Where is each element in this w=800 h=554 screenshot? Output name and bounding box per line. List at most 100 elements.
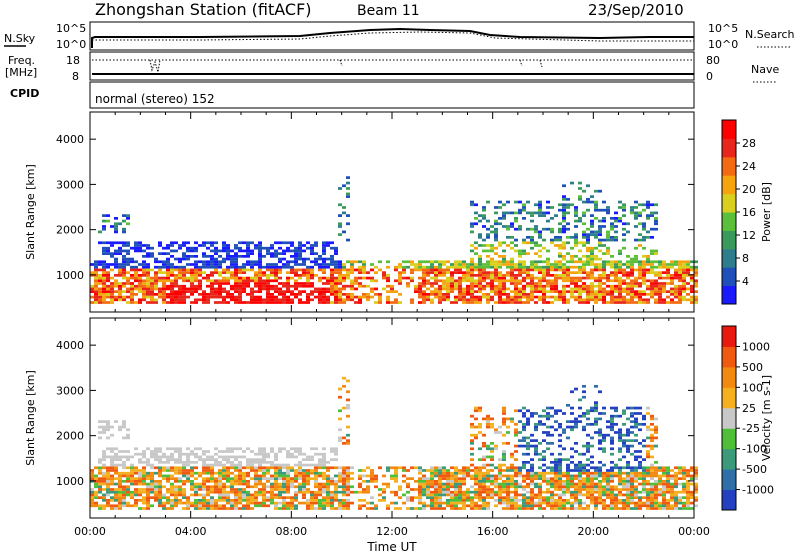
heatmap-cell (126, 471, 130, 475)
heatmap-cell (494, 279, 498, 283)
heatmap-cell (506, 298, 510, 302)
heatmap-cell (330, 279, 334, 283)
heatmap-cell (214, 452, 218, 456)
heatmap-cell (410, 271, 414, 274)
heatmap-cell (482, 498, 486, 502)
heatmap-cell (394, 301, 398, 304)
heatmap-cell (306, 482, 310, 486)
heatmap-cell (422, 298, 426, 302)
heatmap-cell (586, 227, 590, 231)
heatmap-cell (154, 455, 158, 459)
heatmap-cell (522, 496, 526, 499)
heatmap-cell (518, 225, 522, 228)
heatmap-cell (250, 466, 254, 470)
heatmap-cell (442, 477, 446, 480)
heatmap-cell (418, 268, 422, 272)
heatmap-cell (406, 507, 410, 510)
heatmap-cell (346, 501, 350, 505)
heatmap-cell (626, 254, 630, 258)
heatmap-cell (106, 498, 110, 502)
heatmap-cell (678, 263, 682, 266)
heatmap-cell (366, 271, 370, 274)
heatmap-cell (286, 479, 290, 483)
heatmap-cell (242, 265, 246, 269)
heatmap-cell (186, 257, 190, 261)
heatmap-cell (266, 273, 270, 277)
heatmap-cell (662, 466, 666, 470)
heatmap-cell (442, 284, 446, 288)
heatmap-cell (234, 287, 238, 291)
heatmap-cell (510, 290, 514, 293)
heatmap-cell (590, 233, 594, 236)
heatmap-cell (566, 474, 570, 478)
heatmap-cell (426, 287, 430, 291)
heatmap-cell (426, 482, 430, 486)
heatmap-cell (658, 501, 662, 505)
heatmap-cell (562, 211, 566, 215)
heatmap-cell (530, 287, 534, 291)
heatmap-cell (586, 412, 590, 415)
heatmap-cell (94, 263, 98, 266)
heatmap-cell (318, 292, 322, 296)
heatmap-cell (610, 485, 614, 489)
heatmap-cell (518, 254, 522, 258)
heatmap-cell (538, 211, 542, 215)
heatmap-cell (258, 249, 262, 253)
heatmap-cell (254, 466, 258, 470)
heatmap-cell (258, 276, 262, 280)
heatmap-cell (618, 271, 622, 274)
heatmap-cell (190, 466, 194, 470)
heatmap-cell (94, 496, 98, 499)
heatmap-cell (662, 298, 666, 302)
heatmap-cell (326, 493, 330, 497)
heatmap-cell (326, 287, 330, 291)
heatmap-cell (342, 268, 346, 272)
heatmap-cell (338, 287, 342, 291)
heatmap-cell (678, 477, 682, 480)
heatmap-cell (610, 301, 614, 304)
heatmap-cell (282, 496, 286, 499)
heatmap-cell (518, 498, 522, 502)
heatmap-cell (626, 460, 630, 464)
heatmap-cell (166, 458, 170, 461)
heatmap-cell (654, 219, 658, 223)
heatmap-cell (650, 436, 654, 440)
heatmap-cell (602, 436, 606, 440)
heatmap-cell (630, 425, 634, 429)
heatmap-cell (230, 450, 234, 453)
heatmap-cell (470, 225, 474, 228)
heatmap-cell (110, 284, 114, 288)
heatmap-cell (478, 469, 482, 472)
heatmap-cell (618, 263, 622, 266)
heatmap-cell (218, 450, 222, 453)
heatmap-cell (138, 246, 142, 250)
heatmap-cell (318, 257, 322, 261)
heatmap-cell (498, 485, 502, 489)
heatmap-cell (530, 284, 534, 288)
heatmap-cell (494, 444, 498, 448)
heatmap-cell (514, 273, 518, 277)
heatmap-cell (414, 263, 418, 266)
heatmap-cell (618, 439, 622, 442)
heatmap-cell (222, 290, 226, 293)
heatmap-cell (342, 276, 346, 280)
heatmap-cell (554, 235, 558, 239)
heatmap-cell (610, 436, 614, 440)
heatmap-cell (510, 420, 514, 423)
heatmap-cell (202, 463, 206, 467)
heatmap-cell (526, 444, 530, 448)
heatmap-cell (578, 197, 582, 201)
heatmap-cell (522, 507, 526, 510)
heatmap-cell (294, 474, 298, 478)
heatmap-cell (246, 252, 250, 255)
heatmap-cell (658, 273, 662, 277)
heatmap-cell (482, 206, 486, 209)
heatmap-cell (490, 417, 494, 421)
heatmap-cell (102, 271, 106, 274)
heatmap-cell (618, 282, 622, 285)
heatmap-cell (438, 469, 442, 472)
heatmap-cell (662, 290, 666, 293)
heatmap-cell (446, 477, 450, 480)
heatmap-cell (594, 257, 598, 261)
heatmap-cell (246, 263, 250, 266)
